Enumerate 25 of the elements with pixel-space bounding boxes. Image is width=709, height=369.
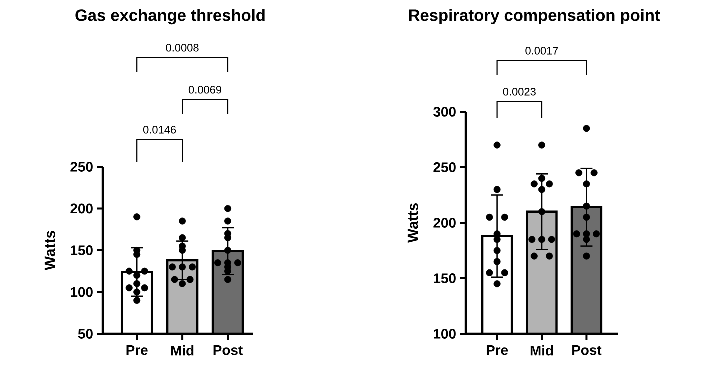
y-tick-label: 100 <box>434 329 456 339</box>
y-tick-label: 200 <box>70 204 93 214</box>
text: 0.0008 <box>166 44 199 52</box>
y-tick-label: 50 <box>78 329 93 339</box>
x-tick-label: Pre <box>126 346 148 356</box>
y-tick-label: 150 <box>434 274 456 284</box>
y-axis-title: Watts <box>408 204 418 244</box>
x-tick-label: Mid <box>530 346 554 356</box>
y-tick-label: 300 <box>434 107 456 117</box>
y-tick-label: 100 <box>71 287 93 298</box>
text: 0.0146 <box>143 126 176 134</box>
text: 0.0023 <box>503 88 536 96</box>
chart-title: Respiratory compensation point <box>409 9 660 25</box>
y-axis-title: Watts <box>44 231 56 271</box>
x-tick-label: Post <box>214 346 243 356</box>
y-tick-label: 250 <box>70 162 93 172</box>
chart-title: Gas exchange threshold <box>76 9 265 25</box>
y-tick-label: 200 <box>434 218 456 228</box>
x-tick-label: Post <box>572 346 602 356</box>
y-tick-label: 150 <box>71 246 93 256</box>
text: 0.0017 <box>526 47 558 55</box>
x-tick-label: Pre <box>486 346 508 356</box>
text: 0.0069 <box>188 86 222 94</box>
x-tick-label: Mid <box>171 346 194 356</box>
y-tick-label: 250 <box>434 162 456 172</box>
